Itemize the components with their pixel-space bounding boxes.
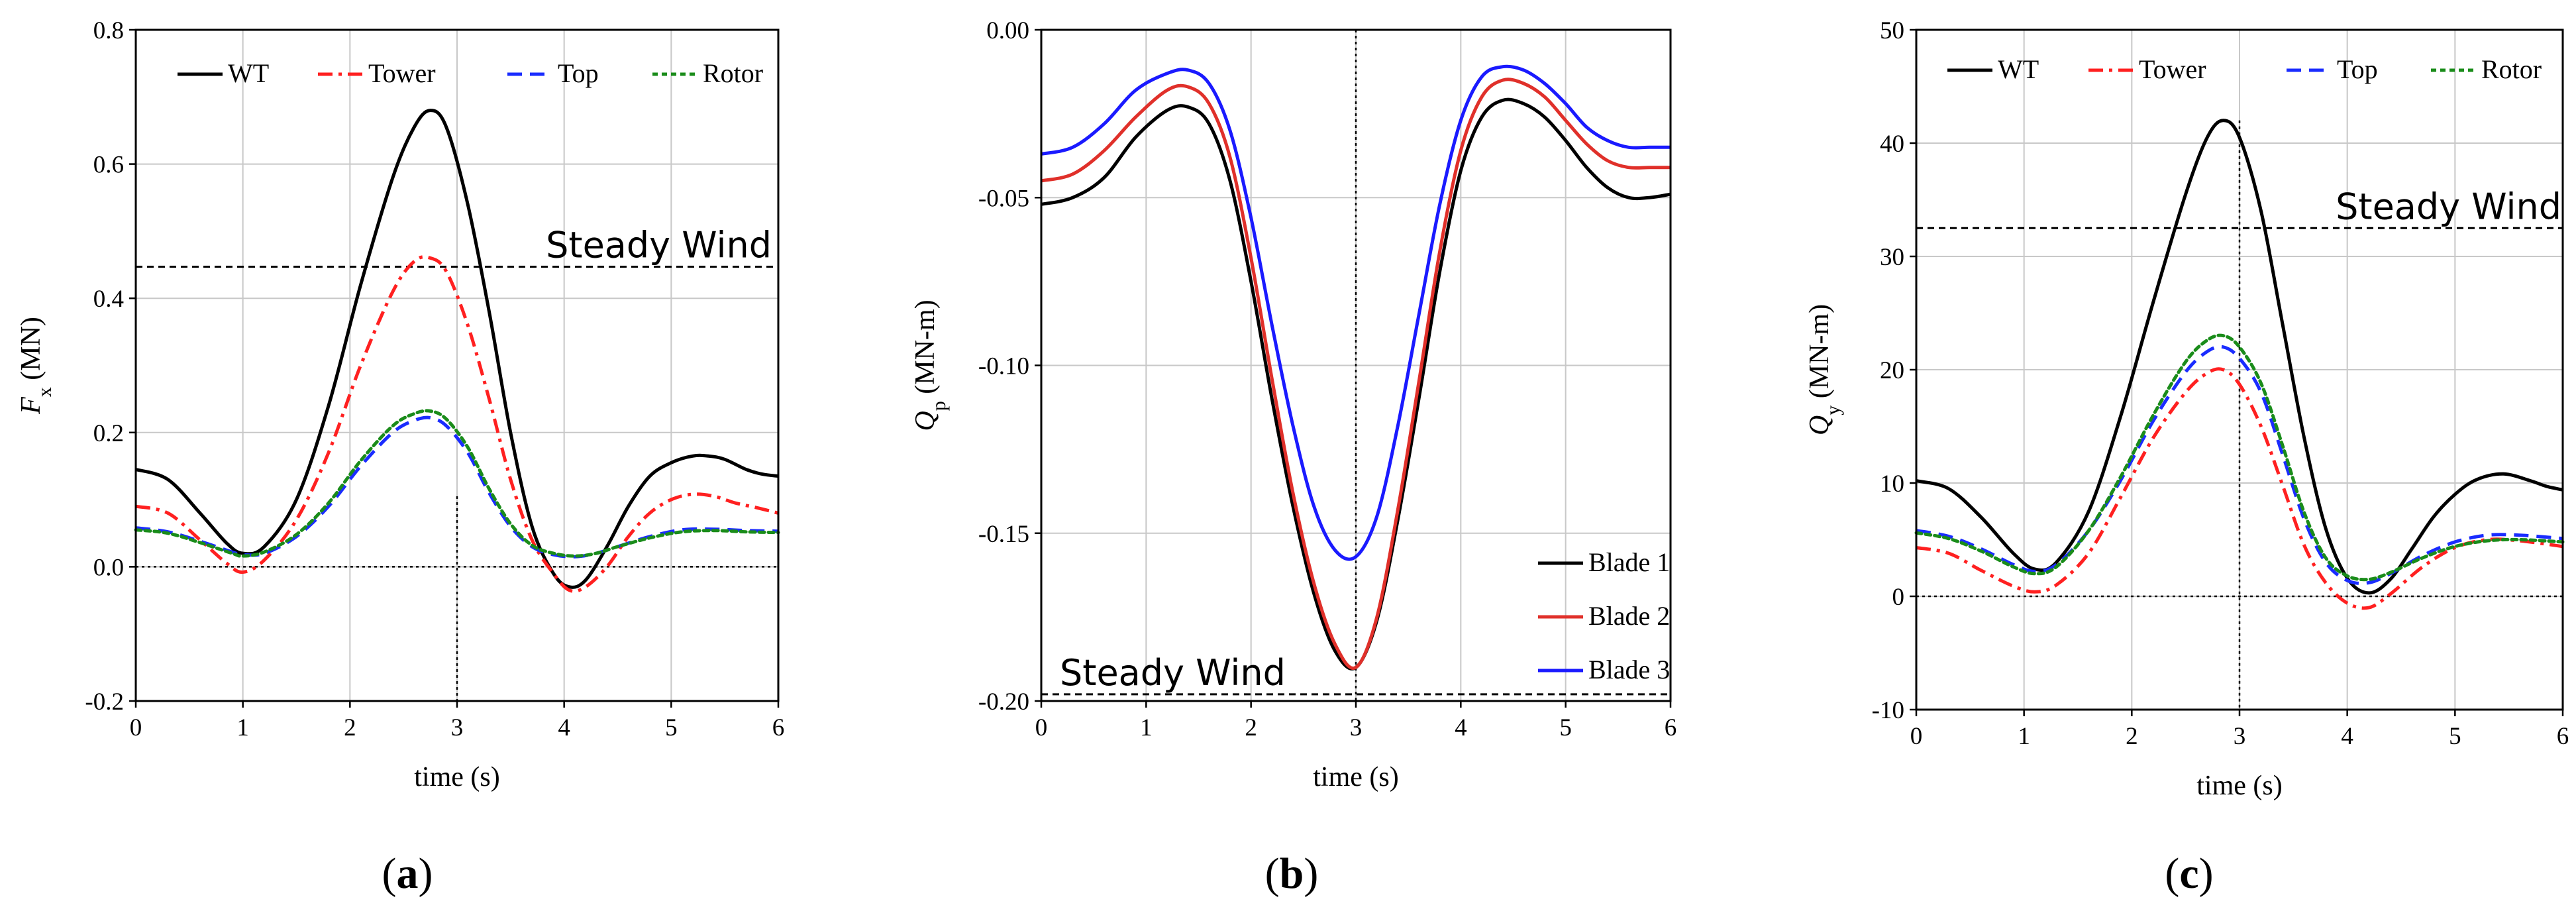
chart-c-panel-label: (c) bbox=[2165, 849, 2213, 898]
chart-b-ytick-label-0: -0.20 bbox=[978, 688, 1029, 716]
chart-c-series-rotor bbox=[1914, 333, 2565, 582]
chart-a-panel-label-letter: a bbox=[397, 849, 419, 898]
chart-b-xtick-label-1: 1 bbox=[1140, 714, 1153, 741]
chart-a-fx: Steady Wind 0 1 2 3 4 5 6 -0.2 0.0 0.2 0.4 0.6 0.8 tim… bbox=[16, 17, 784, 898]
chart-c-xlabel: time (s) bbox=[2196, 771, 2282, 801]
chart-c-xtick-label-2: 2 bbox=[2126, 723, 2138, 750]
chart-c-ylabel: Qy (MN-m) bbox=[1804, 304, 1844, 435]
chart-c-series-tower bbox=[1916, 367, 2563, 610]
chart-a-steady-wind-label: Steady Wind bbox=[546, 225, 772, 266]
chart-b-series-blade-3 bbox=[1041, 64, 1671, 561]
chart-c-xtick-label-5: 5 bbox=[2449, 723, 2461, 750]
chart-b-qp: Steady Wind 0 1 2 3 4 5 6 -0.20 -0.15 -0.10 -0.05 0.… bbox=[910, 17, 1676, 898]
chart-b-legend-label-blade-2: Blade 2 bbox=[1588, 601, 1670, 631]
chart-b-xtick-label-3: 3 bbox=[1350, 714, 1363, 741]
chart-a-xtick-label-2: 2 bbox=[344, 714, 356, 741]
chart-a-xtick-label-4: 4 bbox=[558, 714, 570, 741]
chart-b-xtick-label-2: 2 bbox=[1245, 714, 1257, 741]
chart-a-ytick-label-2: 0.2 bbox=[93, 420, 124, 447]
chart-a-panel-label-close: ) bbox=[419, 849, 433, 898]
chart-b-panel-label-open: ( bbox=[1265, 849, 1280, 898]
chart-c-panel-label-close: ) bbox=[2199, 849, 2214, 898]
chart-c-ytick-label-3: 20 bbox=[1880, 357, 1904, 384]
chart-a-ytick-label-4: 0.6 bbox=[93, 152, 124, 179]
chart-c-legend-label-rotor: Rotor bbox=[2481, 54, 2542, 84]
chart-c-ytick-label-1: 0 bbox=[1892, 584, 1905, 611]
chart-c-panel-label-letter: c bbox=[2179, 849, 2198, 898]
chart-a-ytick-label-0: -0.2 bbox=[85, 688, 124, 716]
chart-c-steady-wind-label: Steady Wind bbox=[2336, 186, 2561, 227]
chart-b-ylabel-symbol: Q bbox=[910, 411, 941, 431]
chart-a-ylabel-unit: (MN) bbox=[16, 317, 46, 387]
chart-a-xtick-label-0: 0 bbox=[130, 714, 142, 741]
chart-a-xlabel: time (s) bbox=[414, 762, 499, 792]
chart-b-panel-label: (b) bbox=[1265, 849, 1319, 898]
chart-b-ylabel-subscript: p bbox=[928, 401, 950, 411]
chart-b-legend-label-blade-3: Blade 3 bbox=[1588, 655, 1670, 684]
chart-a-legend-label-top: Top bbox=[558, 58, 599, 88]
chart-c-ytick-label-4: 30 bbox=[1880, 244, 1904, 271]
chart-b-xtick-label-6: 6 bbox=[1665, 714, 1677, 741]
chart-b-ytick-label-2: -0.10 bbox=[978, 353, 1029, 380]
chart-b-legend-label-blade-1: Blade 1 bbox=[1588, 547, 1670, 577]
chart-c-ytick-label-2: 10 bbox=[1880, 470, 1904, 498]
chart-b-xtick-label-5: 5 bbox=[1559, 714, 1572, 741]
chart-b-xtick-label-4: 4 bbox=[1455, 714, 1467, 741]
chart-c-legend-label-wt: WT bbox=[1998, 54, 2039, 84]
chart-c-ytick-label-0: -10 bbox=[1872, 697, 1904, 724]
chart-a-ylabel-symbol: F bbox=[16, 397, 46, 415]
chart-b-ylabel-unit: (MN-m) bbox=[910, 299, 941, 401]
chart-a-xtick-label-6: 6 bbox=[772, 714, 785, 741]
chart-b-ytick-label-1: -0.15 bbox=[978, 521, 1029, 548]
chart-a-xtick-label-1: 1 bbox=[236, 714, 249, 741]
chart-a-series-rotor bbox=[134, 409, 780, 558]
chart-a-panel-label: (a) bbox=[382, 849, 433, 898]
chart-c-legend-label-tower: Tower bbox=[2139, 54, 2206, 84]
chart-b-ylabel: Qp (MN-m) bbox=[910, 299, 950, 431]
chart-a-xtick-label-3: 3 bbox=[451, 714, 464, 741]
chart-b-ytick-label-4: 0.00 bbox=[986, 17, 1029, 44]
chart-c-ylabel-symbol: Q bbox=[1804, 415, 1835, 435]
chart-c-panel-label-open: ( bbox=[2165, 849, 2179, 898]
chart-a-legend-label-tower: Tower bbox=[368, 58, 436, 88]
chart-b-series-blade-2 bbox=[1041, 78, 1671, 671]
chart-c-xtick-label-1: 1 bbox=[2018, 723, 2030, 750]
chart-b-xlabel: time (s) bbox=[1313, 762, 1398, 792]
chart-b-panel-label-close: ) bbox=[1304, 849, 1318, 898]
chart-c-ylabel-subscript: y bbox=[1822, 405, 1844, 415]
chart-c-xtick-label-0: 0 bbox=[1910, 723, 1923, 750]
chart-c-ytick-label-6: 50 bbox=[1880, 17, 1904, 44]
chart-c-xtick-label-3: 3 bbox=[2234, 723, 2246, 750]
chart-b-panel-label-letter: b bbox=[1280, 849, 1304, 898]
chart-a-ytick-label-1: 0.0 bbox=[93, 554, 124, 581]
chart-a-series-tower bbox=[135, 255, 779, 593]
chart-c-ytick-label-5: 40 bbox=[1880, 131, 1904, 158]
chart-b-xtick-label-0: 0 bbox=[1035, 714, 1048, 741]
chart-a-ytick-label-3: 0.4 bbox=[93, 286, 124, 313]
chart-a-ytick-label-5: 0.8 bbox=[93, 17, 124, 44]
chart-c-legend-label-top: Top bbox=[2337, 54, 2378, 84]
chart-b-ytick-label-3: -0.05 bbox=[978, 185, 1029, 212]
chart-c-xtick-label-4: 4 bbox=[2341, 723, 2353, 750]
chart-c-ylabel-unit: (MN-m) bbox=[1804, 304, 1835, 405]
chart-a-legend-label-wt: WT bbox=[228, 58, 269, 88]
chart-b-steady-wind-label: Steady Wind bbox=[1060, 652, 1286, 694]
chart-a-series-wt bbox=[135, 109, 779, 589]
chart-a-ylabel-subscript: x bbox=[34, 387, 56, 397]
chart-a-legend-label-rotor: Rotor bbox=[703, 58, 763, 88]
chart-c-series-wt bbox=[1916, 119, 2563, 595]
chart-a-xtick-label-5: 5 bbox=[665, 714, 678, 741]
chart-a-panel-label-open: ( bbox=[382, 849, 397, 898]
chart-c-xtick-label-6: 6 bbox=[2557, 723, 2569, 750]
chart-a-ylabel: Fx (MN) bbox=[16, 317, 56, 415]
